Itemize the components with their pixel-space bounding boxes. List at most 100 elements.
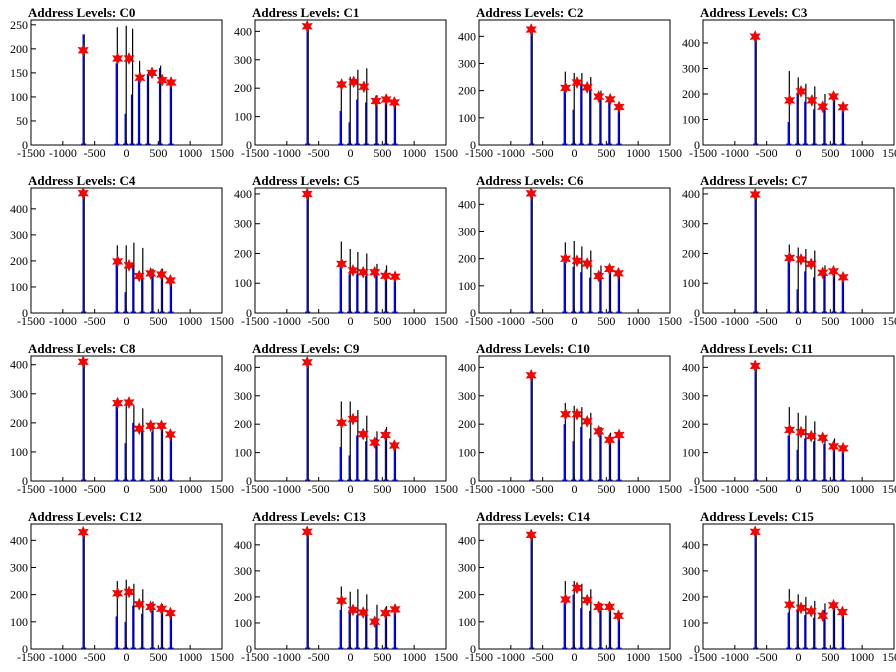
panel-title: Address Levels: C5 — [252, 173, 360, 188]
level-marker — [77, 186, 89, 200]
x-tick-label: 500 — [821, 482, 839, 496]
x-tick-label: -1000 — [273, 314, 301, 328]
x-tick-label: 0 — [796, 650, 802, 664]
y-tick-label: 0 — [246, 474, 252, 488]
level-marker — [155, 602, 168, 616]
level-marker — [111, 586, 124, 600]
y-tick-label: 400 — [682, 360, 700, 374]
x-tick-label: 0 — [348, 314, 354, 328]
x-tick-label: -500 — [532, 482, 554, 496]
x-tick-label: -1500 — [689, 482, 717, 496]
x-tick-label: -1000 — [497, 482, 525, 496]
x-tick-label: 1500 — [434, 650, 458, 664]
y-tick-label: 0 — [22, 138, 28, 152]
level-marker — [389, 602, 401, 616]
panel-title: Address Levels: C12 — [28, 509, 142, 524]
x-tick-label: -1000 — [49, 314, 77, 328]
level-marker — [335, 78, 348, 91]
y-tick-label: 300 — [682, 61, 700, 75]
y-tick-label: 100 — [682, 616, 700, 630]
histogram-plot: -1500 -1000 -500 0 500 1000 1500 0 100 200 300 400 — [234, 187, 458, 328]
x-tick-label: -1500 — [465, 146, 493, 160]
y-tick-label: 100 — [234, 616, 252, 630]
x-tick-label: -1500 — [465, 650, 493, 664]
x-tick-label: -1000 — [497, 650, 525, 664]
level-marker — [335, 257, 348, 271]
histogram-plot: -1500 -1000 -500 0 500 1000 1500 0 100 200 300 400 — [10, 355, 234, 496]
y-tick-label: 0 — [694, 474, 700, 488]
y-tick-label: 0 — [22, 474, 28, 488]
level-marker — [164, 428, 177, 441]
level-marker — [749, 525, 761, 539]
histogram-plot: -1500 -1000 -500 0 500 1000 1500 0 100 200 300 400 — [234, 19, 458, 160]
x-tick-label: -500 — [308, 146, 330, 160]
y-tick-label: 100 — [234, 110, 252, 124]
panel-title: Address Levels: C13 — [252, 509, 366, 524]
x-tick-label: -1000 — [721, 650, 749, 664]
x-tick-label: -1000 — [721, 314, 749, 328]
level-marker — [156, 73, 168, 87]
x-tick-label: -500 — [308, 650, 330, 664]
level-marker — [783, 93, 796, 107]
x-tick-label: 0 — [348, 650, 354, 664]
level-marker — [783, 598, 796, 612]
x-tick-label: -1500 — [689, 314, 717, 328]
histogram-plot: -1500 -1000 -500 0 500 1000 1500 0 50 100 150 200 25… — [10, 18, 234, 160]
y-tick-label: 300 — [234, 564, 252, 578]
x-tick-label: 1000 — [850, 482, 874, 496]
level-marker — [795, 84, 807, 98]
x-tick-label: 500 — [821, 314, 839, 328]
level-marker — [827, 264, 840, 278]
y-tick-label: 50 — [16, 114, 28, 128]
x-tick-label: -1500 — [241, 650, 269, 664]
level-marker — [335, 594, 348, 608]
x-tick-label: 1000 — [178, 482, 202, 496]
y-tick-label: 300 — [234, 389, 252, 403]
y-tick-label: 200 — [234, 417, 252, 431]
y-tick-label: 200 — [682, 246, 700, 260]
panel-title: Address Levels: C6 — [476, 173, 584, 188]
histogram-plot: -1500 -1000 -500 0 500 1000 1500 0 100 200 300 400 — [458, 523, 682, 664]
y-tick-label: 400 — [458, 29, 476, 43]
y-tick-label: 0 — [470, 306, 476, 320]
y-tick-label: 400 — [682, 36, 700, 50]
level-marker — [581, 414, 593, 428]
y-tick-label: 100 — [682, 112, 700, 126]
x-tick-label: 1500 — [658, 314, 682, 328]
y-tick-label: 200 — [458, 84, 476, 98]
x-tick-label: 1500 — [434, 482, 458, 496]
level-marker — [347, 412, 359, 426]
panel-title: Address Levels: C2 — [476, 5, 584, 20]
x-tick-label: 1500 — [882, 650, 896, 664]
x-tick-label: -500 — [756, 650, 778, 664]
x-tick-label: -500 — [308, 314, 330, 328]
level-marker — [805, 429, 817, 443]
y-tick-label: 100 — [234, 446, 252, 460]
y-tick-label: 400 — [234, 538, 252, 552]
y-tick-label: 300 — [10, 228, 28, 242]
histogram-plot: -1500 -1000 -500 0 500 1000 1500 0 100 200 300 400 — [234, 355, 458, 496]
y-tick-label: 200 — [234, 81, 252, 95]
y-tick-label: 200 — [234, 246, 252, 260]
x-tick-label: 1000 — [178, 146, 202, 160]
y-tick-label: 300 — [458, 224, 476, 238]
x-tick-label: 1500 — [658, 650, 682, 664]
x-tick-label: -1000 — [273, 650, 301, 664]
y-tick-label: 400 — [10, 202, 28, 216]
y-tick-label: 200 — [682, 417, 700, 431]
x-tick-label: -500 — [532, 314, 554, 328]
level-marker — [795, 601, 807, 615]
level-marker — [347, 603, 359, 617]
x-tick-label: -500 — [532, 146, 554, 160]
level-marker — [603, 600, 616, 614]
x-tick-label: -500 — [532, 650, 554, 664]
y-tick-label: 0 — [246, 642, 252, 656]
y-tick-label: 150 — [10, 66, 28, 80]
x-tick-label: -1000 — [49, 482, 77, 496]
histogram-plot: -1500 -1000 -500 0 500 1000 1500 0 100 200 300 400 — [682, 523, 896, 664]
level-marker — [836, 605, 849, 619]
x-tick-label: 0 — [124, 146, 130, 160]
level-marker — [817, 431, 829, 445]
